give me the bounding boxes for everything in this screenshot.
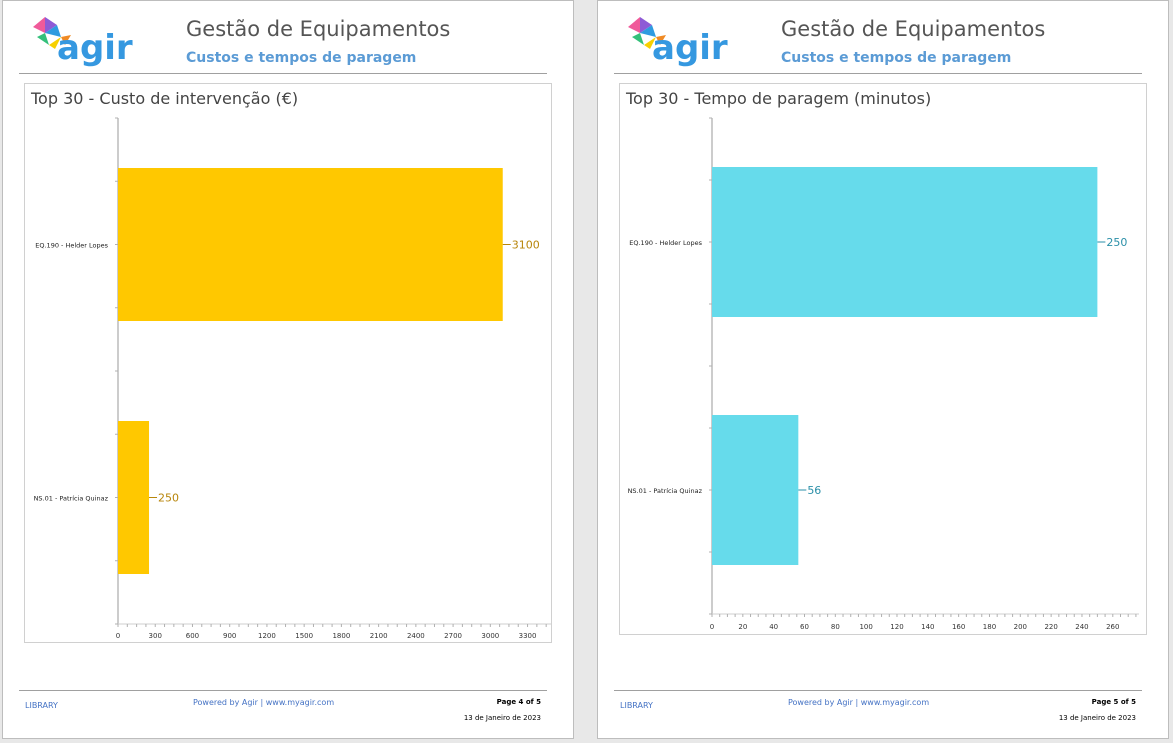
x-tick-label: 0 [116,632,120,640]
x-tick-label: 180 [983,623,996,631]
category-label: EQ.190 - Helder Lopes [35,242,108,250]
x-tick-label: 300 [149,632,162,640]
footer-page-number: Page 4 of 5 [496,698,541,706]
chart-title: Top 30 - Tempo de paragem (minutos) [626,89,932,108]
x-tick-label: 260 [1106,623,1119,631]
category-label: EQ.190 - Helder Lopes [629,239,702,247]
bar [118,421,150,574]
report-title: Gestão de Equipamentos [781,17,1046,41]
x-tick-label: 160 [952,623,965,631]
footer-date: 13 de Janeiro de 2023 [1058,714,1136,722]
footer-divider [19,690,547,691]
data-label: 250 [158,492,179,505]
footer-page-number: Page 5 of 5 [1091,698,1136,706]
x-tick-label: 60 [800,623,809,631]
downtime-chart: Top 30 - Tempo de paragem (minutos) 0 20 4… [619,83,1147,635]
agir-logo: agir [31,15,141,73]
footer-divider [614,690,1142,691]
footer-library: LIBRARY [620,701,653,710]
x-tick-label: 1500 [295,632,313,640]
header-divider [614,73,1142,74]
x-tick-label: 2400 [407,632,425,640]
x-tick-label: 100 [859,623,872,631]
footer-library: LIBRARY [25,701,58,710]
x-tick-label: 40 [769,623,778,631]
x-tick-label: 20 [738,623,747,631]
x-tick-label: 120 [890,623,903,631]
bar [118,168,503,321]
bar [712,167,1098,317]
bar [712,415,799,565]
data-label: 56 [807,484,821,497]
report-title: Gestão de Equipamentos [186,17,451,41]
chart-title: Top 30 - Custo de intervenção (€) [31,89,299,108]
x-tick-label: 200 [1014,623,1027,631]
report-subtitle: Custos e tempos de paragem [781,50,1012,66]
x-tick-label: 240 [1075,623,1088,631]
x-tick-label: 900 [223,632,236,640]
category-label: NS.01 - Patrícia Quinaz [34,495,109,503]
agir-logo: agir [626,15,736,73]
footer-powered-by[interactable]: Powered by Agir | www.myagir.com [788,698,930,707]
report-page-4: agir Gestão de Equipamentos Custos e tem… [2,0,574,739]
downtime-chart-plot: 0 20 40 60 80 100 120 140 160 180 200 220 240 260 250 E… [628,117,1139,631]
x-tick-label: 3300 [519,632,537,640]
x-tick-label: 2700 [444,632,462,640]
x-tick-label: 1200 [258,632,276,640]
report-subtitle: Custos e tempos de paragem [186,50,417,66]
x-tick-label: 220 [1044,623,1057,631]
x-tick-label: 3000 [481,632,499,640]
report-page-5: agir Gestão de Equipamentos Custos e tem… [597,0,1169,739]
x-tick-label: 600 [186,632,199,640]
category-label: NS.01 - Patrícia Quinaz [628,487,703,495]
logo-wordmark: agir [652,28,728,68]
logo-wordmark: agir [57,28,133,68]
data-label: 250 [1106,236,1127,249]
x-tick-label: 80 [831,623,840,631]
x-tick-label: 0 [710,623,714,631]
cost-chart: Top 30 - Custo de intervenção (€) 0 300 60… [24,83,552,643]
header-divider [19,73,547,74]
footer-powered-by[interactable]: Powered by Agir | www.myagir.com [193,698,335,707]
data-label: 3100 [512,239,540,252]
footer-date: 13 de Janeiro de 2023 [463,714,541,722]
x-tick-label: 140 [921,623,934,631]
cost-chart-plot: 0 300 600 900 1200 1500 1800 2100 2400 2700 3000 33… [34,117,551,640]
x-tick-label: 2100 [370,632,388,640]
x-tick-label: 1800 [332,632,350,640]
